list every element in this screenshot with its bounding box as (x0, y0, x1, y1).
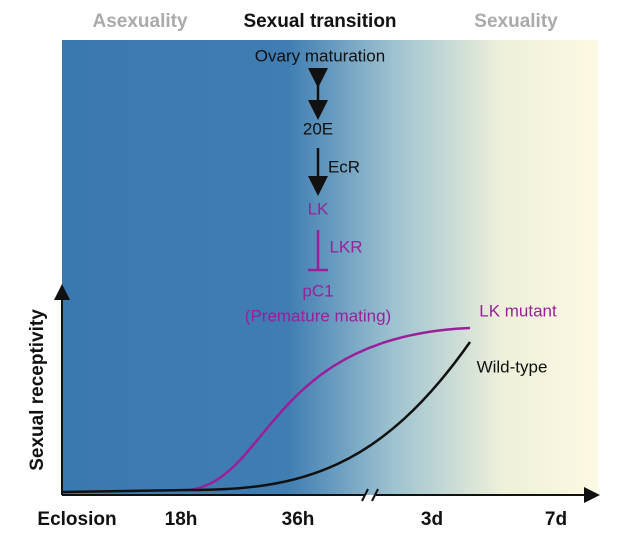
x-label: 36h (282, 509, 315, 530)
curve-label: Wild-type (477, 357, 548, 376)
edge-label: EcR (328, 157, 360, 176)
edge-label: LKR (329, 237, 362, 256)
phase-label: Asexuality (92, 11, 187, 32)
x-label: Eclosion (37, 509, 116, 530)
axis-break (371, 488, 379, 502)
x-label: 3d (421, 509, 443, 530)
node: (Premature mating) (245, 306, 391, 325)
x-label: 7d (545, 509, 567, 530)
phase-label: Sexuality (474, 11, 558, 32)
node: LK (308, 199, 329, 218)
background-gradient (62, 40, 598, 495)
mutant-curve (189, 326, 471, 492)
node: Ovary maturation (255, 46, 385, 65)
phase-label: Sexual transition (243, 11, 396, 32)
node: pC1 (302, 281, 333, 300)
x-label: 18h (165, 509, 198, 530)
node: 20E (303, 119, 333, 138)
axis-break (361, 488, 369, 502)
curve-label: LK mutant (479, 301, 557, 320)
y-axis-label: Sexual receptivity (27, 309, 48, 471)
wild-type-curve (61, 341, 472, 494)
